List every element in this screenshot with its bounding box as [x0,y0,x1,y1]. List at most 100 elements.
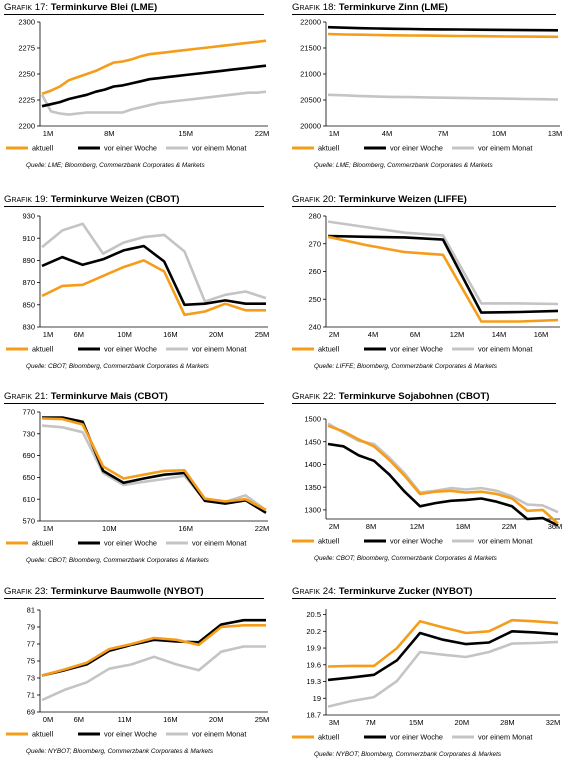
series-line-monat [327,93,559,101]
x-tick-label: 1M [43,330,53,339]
y-tick-label: 870 [22,278,35,287]
y-tick-label: 1350 [304,483,321,492]
y-tick-label: 19 [313,694,321,703]
legend-label-monat: vor einem Monat [192,144,246,153]
x-tick-label: 10M [492,129,507,138]
chart-panel-g22: Grafik 22: Terminkurve Sojabohnen (CBOT)… [292,391,562,581]
series-line-aktuell [327,424,559,525]
y-tick-label: 2250 [18,70,35,79]
chart-svg: 20000 20500 21000 21500 22000 1M 4M 7M 10M 13M akt… [292,18,562,153]
series-line-monat [41,222,267,303]
x-tick-label: 2M [329,330,339,339]
series-line-woche [41,618,266,677]
x-tick-label: 1M [43,524,53,533]
chart-number: Grafik 24: [292,586,337,597]
x-tick-label: 20M [209,330,224,339]
series-line-aktuell [41,259,266,317]
chart-title: Grafik 17: Terminkurve Blei (LME) [4,2,157,13]
chart-source: Quelle: NYBOT; Bloomberg, Commerzbank Co… [314,751,502,758]
y-tick-label: 2300 [18,18,35,27]
chart-svg: 240 250 260 270 280 2M 4M 6M 12M 14M 16M aktuell vor… [292,212,560,354]
y-tick-label: 21000 [300,70,321,79]
y-tick-label: 81 [27,606,35,615]
y-tick-label: 19.3 [306,677,321,686]
y-tick-label: 830 [22,323,35,332]
x-tick-label: 25M [255,330,270,339]
y-tick-label: 69 [27,708,35,717]
y-tick-label: 2275 [18,44,35,53]
legend-label-monat: vor einem Monat [478,345,532,354]
y-tick-label: 20.2 [306,627,321,636]
x-tick-label: 12M [410,522,425,531]
title-rule [4,403,264,404]
y-tick-label: 250 [308,295,321,304]
chart-number: Grafik 18: [292,2,337,13]
x-tick-label: 4M [382,129,392,138]
x-tick-label: 18M [456,522,471,531]
x-tick-label: 10M [117,330,132,339]
chart-number: Grafik 22: [292,391,337,402]
legend-label-monat: vor einem Monat [478,144,532,153]
y-tick-label: 73 [27,674,35,683]
chart-title: Grafik 23: Terminkurve Baumwolle (NYBOT) [4,586,204,597]
series-line-aktuell [41,39,267,96]
title-rule [4,14,264,15]
series-line-aktuell [327,32,559,39]
title-rule [4,598,264,599]
chart-svg: 69 71 73 75 77 79 81 0M 6M 11M 16M 20M 25M aktuell vor… [6,606,269,739]
series-line-aktuell [327,618,559,668]
legend-label-woche: vor einer Woche [390,733,443,742]
chart-number: Grafik 19: [4,194,49,205]
y-tick-label: 280 [308,212,321,221]
chart-source: Quelle: LME; Bloomberg, Commerzbank Corp… [26,162,205,169]
series-line-woche [41,244,266,307]
legend-label-aktuell: aktuell [318,144,339,153]
chart-source: Quelle: NYBOT; Bloomberg, Commerzbank Co… [26,748,214,755]
chart-title: Grafik 18: Terminkurve Zinn (LME) [292,2,448,13]
legend-label-woche: vor einer Woche [390,144,443,153]
x-tick-label: 10M [102,524,117,533]
chart-number: Grafik 17: [4,2,49,13]
x-tick-label: 0M [43,715,53,724]
chart-title-text: Terminkurve Sojabohnen (CBOT) [338,391,490,402]
chart-source: Quelle: LME; Bloomberg, Commerzbank Corp… [314,162,493,169]
title-rule [292,403,556,404]
chart-title: Grafik 20: Terminkurve Weizen (LIFFE) [292,194,467,205]
chart-number: Grafik 23: [4,586,49,597]
x-tick-label: 12M [450,330,465,339]
y-tick-label: 730 [22,429,35,438]
x-tick-label: 16M [534,330,549,339]
chart-panel-g19: Grafik 19: Terminkurve Weizen (CBOT) 830 8… [4,194,270,384]
series-line-monat [327,640,559,708]
y-tick-label: 21500 [300,44,321,53]
x-tick-label: 7M [365,718,375,727]
title-rule [292,206,556,207]
chart-svg: 830 850 870 890 910 930 1M 6M 10M 16M 20M 25M aktuel… [6,212,270,354]
series-line-woche [327,442,559,527]
y-tick-label: 650 [22,473,35,482]
x-tick-label: 22M [255,129,270,138]
legend-label-woche: vor einer Woche [104,730,157,739]
y-tick-label: 910 [22,234,35,243]
chart-panel-g20: Grafik 20: Terminkurve Weizen (LIFFE) 240… [292,194,560,384]
series-line-woche [327,629,559,682]
x-tick-label: 15M [178,129,193,138]
legend-label-woche: vor einer Woche [104,539,157,548]
chart-title-text: Terminkurve Weizen (CBOT) [50,194,180,205]
x-tick-label: 7M [438,129,448,138]
title-rule [4,206,264,207]
x-tick-label: 16M [178,524,193,533]
legend-label-aktuell: aktuell [32,345,53,354]
series-line-aktuell [327,235,559,323]
legend-label-woche: vor einer Woche [390,345,443,354]
y-tick-label: 19.9 [306,644,321,653]
y-tick-label: 850 [22,300,35,309]
chart-svg: 1300 1350 1400 1450 1500 2M 8M 12M 18M 22M 36M aktu… [292,415,562,546]
x-tick-label: 20M [455,718,470,727]
x-tick-label: 6M [410,330,420,339]
y-tick-label: 890 [22,256,35,265]
y-tick-label: 570 [22,517,35,526]
x-tick-label: 22M [255,524,270,533]
y-tick-label: 75 [27,657,35,666]
